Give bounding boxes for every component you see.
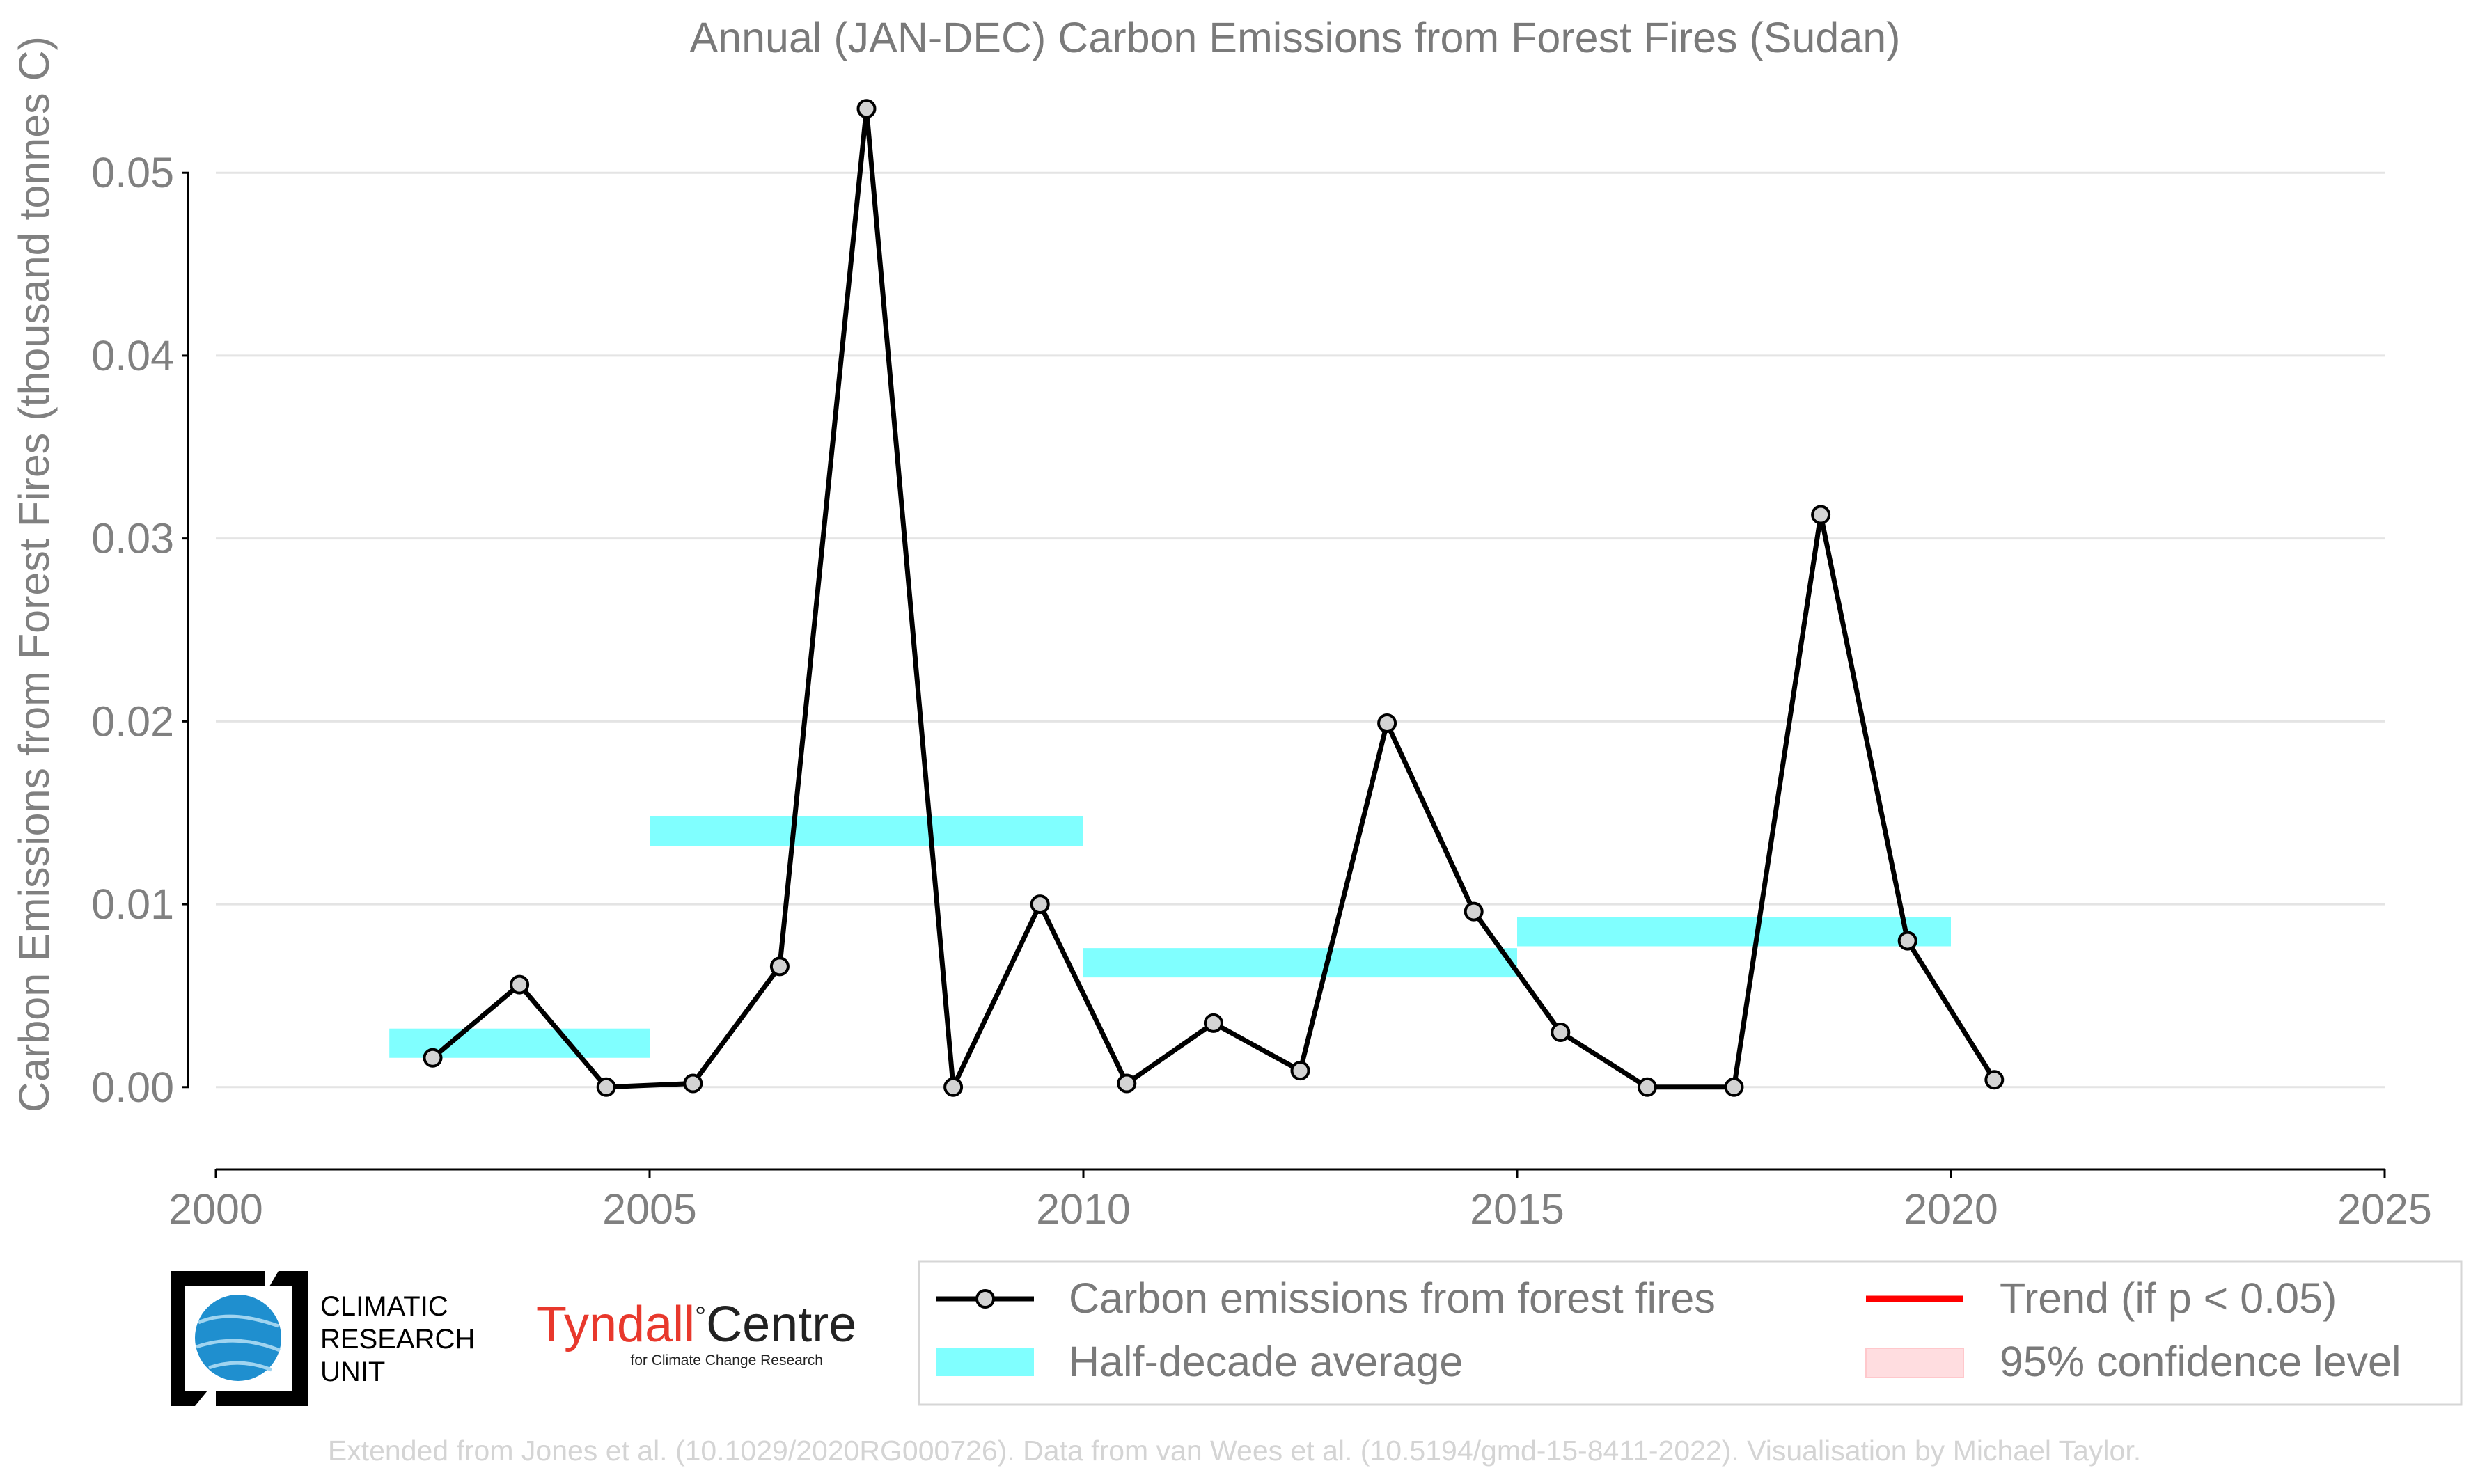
legend-label-emissions: Carbon emissions from forest fires — [1069, 1274, 1716, 1322]
half-decade-bands — [389, 816, 1951, 1058]
cru-logo-line-3: UNIT — [320, 1357, 385, 1387]
legend-box — [918, 1260, 2463, 1406]
data-point — [943, 1077, 964, 1097]
half-decade-band — [1083, 948, 1517, 978]
legend-marker-swatch — [975, 1289, 995, 1309]
legend-band-swatch — [936, 1348, 1034, 1376]
y-axis-label: Carbon Emissions from Forest Fires (thou… — [10, 36, 58, 1112]
data-point — [1811, 505, 1831, 525]
x-tick-label: 2005 — [602, 1185, 697, 1233]
tyndall-logo: Tyndall°Centre for Climate Change Resear… — [536, 1297, 856, 1368]
cru-logo-line-1: CLIMATIC — [320, 1291, 448, 1322]
half-decade-band — [1517, 917, 1951, 947]
legend: Carbon emissions from forest fires Half-… — [918, 1260, 2463, 1406]
data-point — [769, 956, 790, 977]
legend-label-trend: Trend (if p < 0.05) — [2000, 1274, 2337, 1322]
cru-logo: CLIMATIC RESEARCH UNIT — [171, 1271, 475, 1406]
legend-label-confidence: 95% confidence level — [2000, 1338, 2401, 1385]
data-point — [1117, 1073, 1137, 1094]
y-tick-label: 0.04 — [91, 332, 174, 379]
data-point — [683, 1073, 703, 1094]
x-tick-label: 2010 — [1036, 1185, 1131, 1233]
tyndall-logo-subtitle: for Climate Change Research — [630, 1352, 823, 1368]
series-emissions — [423, 99, 2005, 1097]
chart-title: Annual (JAN-DEC) Carbon Emissions from F… — [689, 14, 1900, 61]
data-point — [510, 974, 530, 995]
footer-credits: Extended from Jones et al. (10.1029/2020… — [328, 1435, 2141, 1467]
axes: 0.00 0.01 0.02 0.03 0.04 0.05 2000 2005 2010 2015… — [91, 149, 2432, 1233]
data-point — [856, 99, 877, 119]
gridlines — [216, 171, 2385, 1089]
y-tick-label: 0.00 — [91, 1064, 174, 1111]
legend-confidence-swatch — [1865, 1348, 1964, 1378]
data-point — [1290, 1061, 1310, 1081]
data-point — [1377, 713, 1397, 733]
x-tick-label: 2020 — [1904, 1185, 1998, 1233]
y-tick-label: 0.05 — [91, 149, 174, 196]
cru-logo-line-2: RESEARCH — [320, 1324, 475, 1355]
legend-label-half-decade: Half-decade average — [1069, 1338, 1463, 1385]
half-decade-band — [650, 816, 1083, 846]
data-point — [596, 1077, 616, 1097]
y-tick-label: 0.03 — [91, 515, 174, 562]
data-point — [1203, 1013, 1223, 1033]
y-tick-label: 0.02 — [91, 697, 174, 745]
tyndall-logo-text: Tyndall°Centre — [536, 1297, 856, 1352]
data-point — [1724, 1077, 1744, 1097]
data-point — [1464, 901, 1484, 922]
x-tick-label: 2000 — [168, 1185, 263, 1233]
y-tick-label: 0.01 — [91, 881, 174, 928]
data-point — [1030, 894, 1050, 915]
x-tick-label: 2025 — [2337, 1185, 2432, 1233]
data-point — [1984, 1070, 2005, 1090]
x-tick-label: 2015 — [1470, 1185, 1564, 1233]
data-point — [1637, 1077, 1657, 1097]
data-point — [1897, 931, 1917, 951]
data-point — [423, 1048, 443, 1068]
data-point — [1551, 1022, 1571, 1042]
